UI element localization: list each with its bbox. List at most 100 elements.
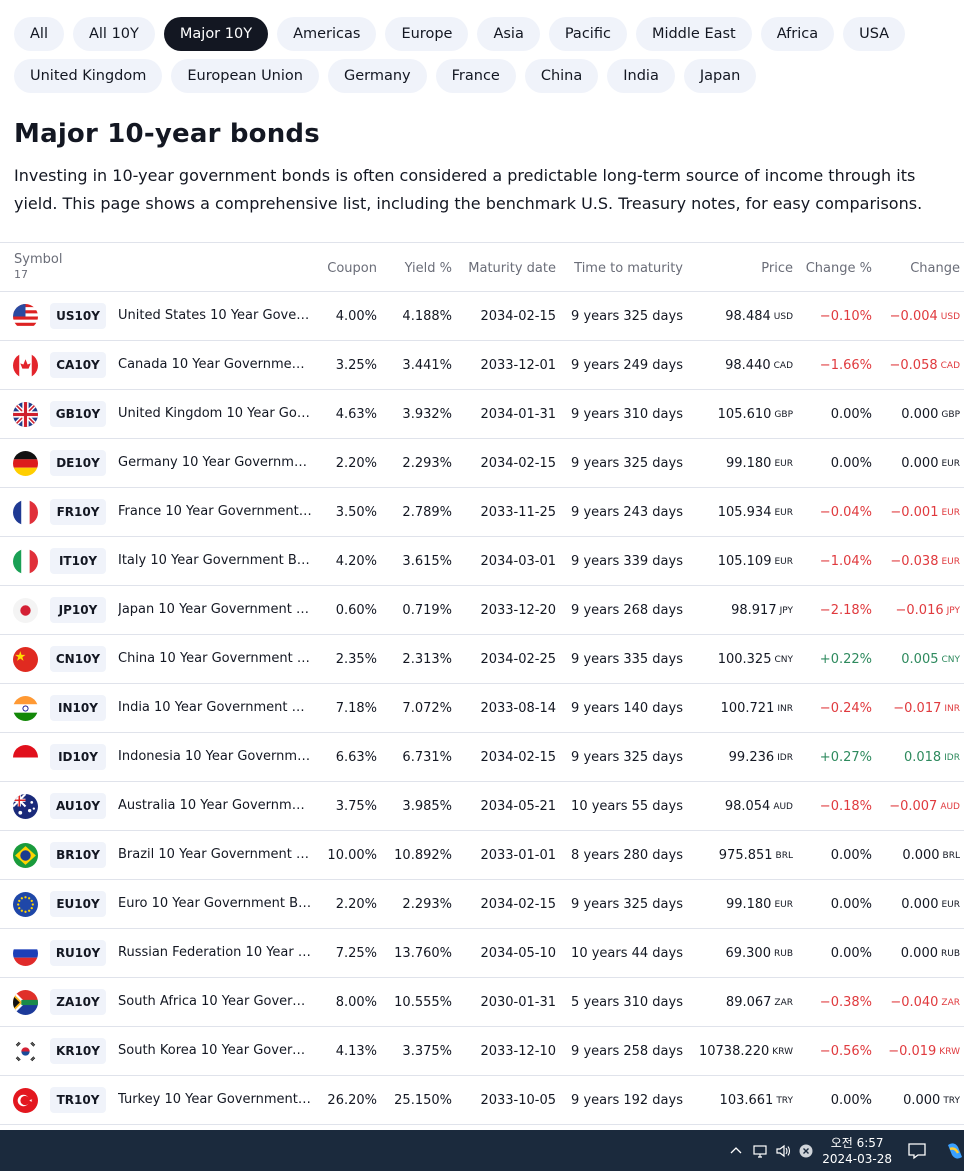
change-percent-cell: 0.00% [830,896,872,912]
filter-chip[interactable]: Asia [477,17,540,51]
table-row[interactable]: CA10Y Canada 10 Year Government … 3.25% 3.4… [0,341,964,390]
change-percent-header[interactable]: Change % [805,261,872,276]
bond-name[interactable]: China 10 Year Government B… [118,651,312,666]
bond-name[interactable]: Turkey 10 Year Government … [118,1092,312,1107]
filter-chip[interactable]: United Kingdom [14,59,163,93]
table-row[interactable]: BR10Y Brazil 10 Year Government B… 10.00% 1… [0,831,964,880]
symbol-badge[interactable]: AU10Y [50,782,106,830]
symbol-badge[interactable]: US10Y [50,292,106,340]
bond-name[interactable]: India 10 Year Government Bo… [118,700,312,715]
table-row[interactable]: FR10Y France 10 Year Government … 3.50% 2.7… [0,488,964,537]
yield-cell: 4.188% [402,308,452,324]
bond-name[interactable]: Germany 10 Year Governmen… [118,455,312,470]
filter-chip[interactable]: European Union [171,59,319,93]
table-row[interactable]: IT10Y Italy 10 Year Government Bo… 4.20% 3.… [0,537,964,586]
system-clock[interactable]: 오전 6:57 2024-03-28 [822,1130,892,1171]
change-header[interactable]: Change [910,261,960,276]
change-currency: EUR [941,900,960,910]
chevron-up-icon[interactable] [728,1130,744,1171]
copilot-icon[interactable] [944,1130,964,1171]
bond-name[interactable]: South Africa 10 Year Govern… [118,994,312,1009]
symbol-badge[interactable]: IN10Y [50,684,106,732]
filter-chip[interactable]: Major 10Y [163,17,269,51]
notification-icon[interactable] [907,1130,927,1171]
symbol-badge[interactable]: ID10Y [50,733,106,781]
yield-cell: 6.731% [402,749,452,765]
filter-chip[interactable]: India [607,59,675,93]
symbol-text: BR10Y [50,842,106,868]
symbol-badge[interactable]: EU10Y [50,880,106,928]
symbol-badge[interactable]: GB10Y [50,390,106,438]
price-header[interactable]: Price [761,261,793,276]
maturity-header[interactable]: Maturity date [468,261,556,276]
filter-chip[interactable]: Pacific [548,17,627,51]
symbol-badge[interactable]: TR10Y [50,1076,106,1124]
bond-name[interactable]: Russian Federation 10 Year G… [118,945,312,960]
table-row[interactable]: EU10Y Euro 10 Year Government Bo… 2.20% 2.2… [0,880,964,929]
filter-chip[interactable]: Middle East [635,17,752,51]
yield-cell: 3.985% [402,798,452,814]
table-row[interactable]: ID10Y Indonesia 10 Year Governme… 6.63% 6.7… [0,733,964,782]
yield-header[interactable]: Yield % [404,261,452,276]
table-row[interactable]: IN10Y India 10 Year Government Bo… 7.18% 7.… [0,684,964,733]
bond-name[interactable]: France 10 Year Government … [118,504,312,519]
bond-name[interactable]: Brazil 10 Year Government B… [118,847,312,862]
filter-chip[interactable]: All 10Y [72,17,155,51]
table-header: Symbol 17 Coupon Yield % Maturity date T… [0,242,964,292]
symbol-badge[interactable]: ZA10Y [50,978,106,1026]
filter-chip[interactable]: Americas [277,17,377,51]
filter-chip[interactable]: Japan [683,59,757,93]
table-row[interactable]: ZA10Y South Africa 10 Year Govern… 8.00% 10… [0,978,964,1027]
table-row[interactable]: RU10Y Russian Federation 10 Year G… 7.25% 1… [0,929,964,978]
filter-chip[interactable]: China [524,59,599,93]
bond-name[interactable]: Italy 10 Year Government Bo… [118,553,312,568]
bond-name[interactable]: South Korea 10 Year Govern… [118,1043,312,1058]
volume-icon[interactable] [775,1130,793,1171]
filter-chip[interactable]: Germany [327,59,427,93]
bond-name[interactable]: Canada 10 Year Government … [118,357,312,372]
change-percent-cell: 0.00% [830,847,872,863]
bond-name[interactable]: United States 10 Year Gover… [118,308,312,323]
table-row[interactable]: GB10Y United Kingdom 10 Year Gov… 4.63% 3.9… [0,390,964,439]
bond-name[interactable]: Indonesia 10 Year Governme… [118,749,312,764]
symbol-badge[interactable]: FR10Y [50,488,106,536]
filter-chip[interactable]: Europe [385,17,469,51]
yield-cell: 7.072% [402,700,452,716]
time-to-maturity-cell: 9 years 140 days [571,700,683,716]
symbol-badge[interactable]: KR10Y [50,1027,106,1075]
maturity-cell: 2034-03-01 [480,553,556,569]
symbol-badge[interactable]: BR10Y [50,831,106,879]
symbol-text: ID10Y [50,744,106,770]
coupon-header[interactable]: Coupon [327,261,377,276]
table-row[interactable]: AU10Y Australia 10 Year Governmen… 3.75% 3.… [0,782,964,831]
table-row[interactable]: TR10Y Turkey 10 Year Government … 26.20% 25… [0,1076,964,1125]
filter-chip[interactable]: Africa [760,17,835,51]
time-to-maturity-header[interactable]: Time to maturity [574,261,683,276]
table-row[interactable]: KR10Y South Korea 10 Year Govern… 4.13% 3.3… [0,1027,964,1076]
bond-name[interactable]: Euro 10 Year Government Bo… [118,896,312,911]
symbol-badge[interactable]: RU10Y [50,929,106,977]
symbol-badge[interactable]: CN10Y [50,635,106,683]
table-row[interactable]: DE10Y Germany 10 Year Governmen… 2.20% 2.29… [0,439,964,488]
table-row[interactable]: US10Y United States 10 Year Gover… 4.00% 4.… [0,292,964,341]
symbol-header[interactable]: Symbol 17 [14,252,62,282]
symbol-text: IN10Y [50,695,106,721]
symbol-badge[interactable]: JP10Y [50,586,106,634]
symbol-badge[interactable]: DE10Y [50,439,106,487]
bond-name[interactable]: United Kingdom 10 Year Gov… [118,406,312,421]
symbol-badge[interactable]: IT10Y [50,537,106,585]
bond-name[interactable]: Japan 10 Year Government B… [118,602,312,617]
filter-chip[interactable]: France [435,59,516,93]
filter-chip[interactable]: All [14,17,64,51]
symbol-badge[interactable]: CA10Y [50,341,106,389]
change-percent-cell: +0.22% [819,651,872,667]
eu-flag-icon [13,892,38,917]
filter-chip[interactable]: USA [843,17,906,51]
network-icon[interactable] [752,1130,770,1171]
change-cell: −0.040 ZAR [890,978,960,1026]
change-currency: KRW [939,1047,960,1057]
table-row[interactable]: CN10Y China 10 Year Government B… 2.35% 2.3… [0,635,964,684]
bond-name[interactable]: Australia 10 Year Governmen… [118,798,312,813]
yield-cell: 10.555% [394,994,452,1010]
table-row[interactable]: JP10Y Japan 10 Year Government B… 0.60% 0.7… [0,586,964,635]
